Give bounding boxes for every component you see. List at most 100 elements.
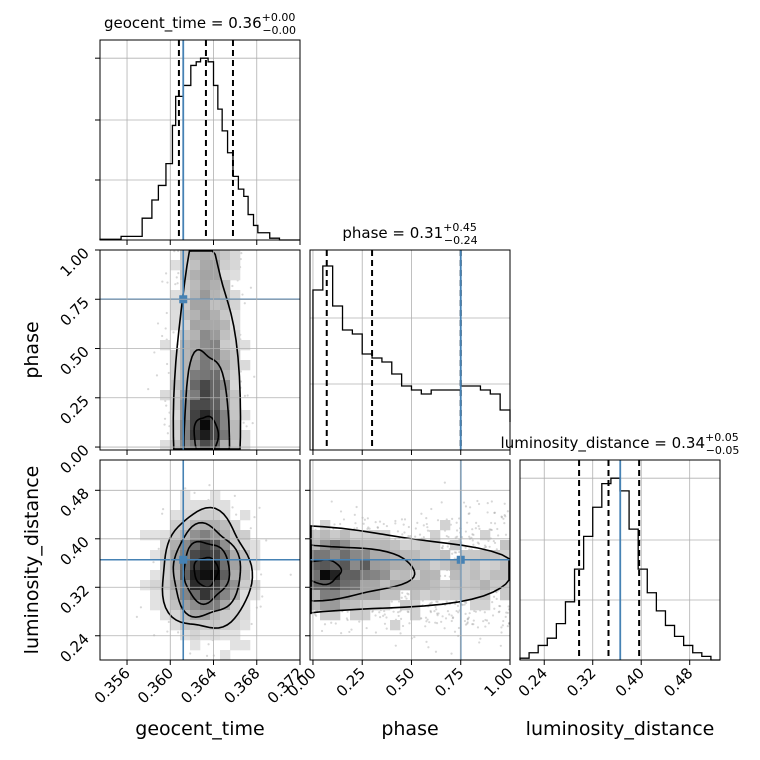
sample-point: [407, 610, 410, 614]
density-cell: [330, 610, 341, 621]
sample-point: [233, 494, 236, 497]
sample-point: [466, 617, 469, 620]
y-axis-label-phase: phase: [21, 321, 43, 378]
density-cell: [200, 270, 211, 281]
sample-point: [135, 615, 138, 618]
density-cell: [220, 270, 231, 281]
density-cell: [180, 330, 191, 341]
sample-point: [467, 512, 470, 516]
density-cell: [230, 640, 241, 651]
sample-point: [353, 513, 356, 516]
density-cell: [220, 540, 231, 551]
density-cell: [430, 560, 441, 571]
density-cell: [190, 320, 201, 331]
density-cell: [210, 410, 221, 421]
sample-point: [506, 510, 509, 513]
density-cell: [180, 540, 191, 551]
sample-point: [383, 622, 387, 625]
sample-point: [366, 527, 369, 530]
sample-point: [472, 533, 475, 536]
sample-point: [401, 591, 404, 595]
density-cell: [180, 520, 191, 531]
density-cell: [220, 390, 231, 401]
sample-point: [455, 529, 459, 532]
sample-point: [435, 600, 438, 603]
sample-point: [400, 596, 403, 599]
sample-point: [434, 650, 438, 653]
sample-point: [507, 605, 510, 608]
sample-point: [497, 534, 500, 537]
density-cell: [170, 390, 181, 401]
density-cell: [250, 580, 261, 591]
density-cell: [320, 530, 331, 541]
sample-point: [165, 404, 168, 407]
sample-point: [493, 511, 496, 515]
sample-point: [425, 522, 428, 526]
sample-point: [441, 544, 444, 548]
density-cell: [380, 600, 391, 611]
density-cell: [170, 410, 181, 421]
sample-point: [139, 606, 143, 609]
sample-point: [454, 536, 457, 539]
density-cell: [200, 390, 211, 401]
sample-point: [407, 593, 410, 596]
sample-point: [440, 620, 443, 623]
density-cell: [210, 360, 221, 371]
sample-point: [385, 616, 388, 619]
density-cell: [230, 600, 241, 611]
density-cell: [460, 550, 471, 561]
density-cell: [170, 350, 181, 361]
density-cell: [470, 580, 481, 591]
sample-point: [374, 614, 377, 617]
sample-point: [435, 622, 439, 625]
density-cell: [240, 340, 251, 351]
density-cell: [360, 610, 371, 621]
sample-point: [425, 620, 428, 623]
sample-point: [436, 600, 439, 603]
density-cell: [240, 600, 251, 611]
sample-point: [175, 276, 178, 279]
density-cell: [220, 530, 231, 541]
sample-point: [399, 632, 402, 635]
density-cell: [230, 420, 241, 431]
density-cell: [240, 640, 251, 651]
density-cell: [370, 600, 381, 611]
density-cell: [160, 560, 171, 571]
density-cell: [210, 560, 221, 571]
contour-line: [161, 506, 254, 629]
density-cell: [230, 250, 241, 261]
density-cell: [390, 590, 401, 601]
density-cell: [480, 570, 491, 581]
sample-point: [436, 614, 439, 617]
sample-point: [379, 615, 382, 619]
density-cell: [340, 560, 351, 571]
density-cell: [470, 600, 481, 611]
density-cell: [360, 530, 371, 541]
density-cell: [210, 500, 221, 511]
sample-point: [453, 551, 456, 554]
density-cell: [140, 580, 151, 591]
marginal-grid-geocent_time: [100, 40, 300, 240]
density-cell: [180, 550, 191, 561]
density-cell: [390, 570, 401, 581]
marginal-frame-luminosity_distance: [519, 459, 721, 661]
density-cell: [220, 610, 231, 621]
sample-point: [176, 631, 180, 634]
sample-point: [246, 394, 249, 397]
title-luminosity_distance: luminosity_distance = 0.34+0.05 −0.05: [501, 431, 740, 457]
density-cell: [400, 580, 411, 591]
density-cell: [170, 320, 181, 331]
x-axis-label-phase: phase: [381, 718, 438, 740]
density-cell: [310, 570, 321, 581]
sample-point: [261, 595, 264, 598]
density-cell: [500, 540, 511, 551]
sample-point: [425, 640, 428, 643]
sample-point: [437, 612, 440, 615]
sample-point: [184, 487, 187, 490]
density-cell: [240, 570, 251, 581]
sample-point: [426, 526, 429, 529]
density-cell: [200, 420, 211, 431]
sample-point: [461, 603, 464, 607]
x-tick-label: 0.32: [563, 664, 599, 700]
sample-point: [445, 600, 448, 603]
